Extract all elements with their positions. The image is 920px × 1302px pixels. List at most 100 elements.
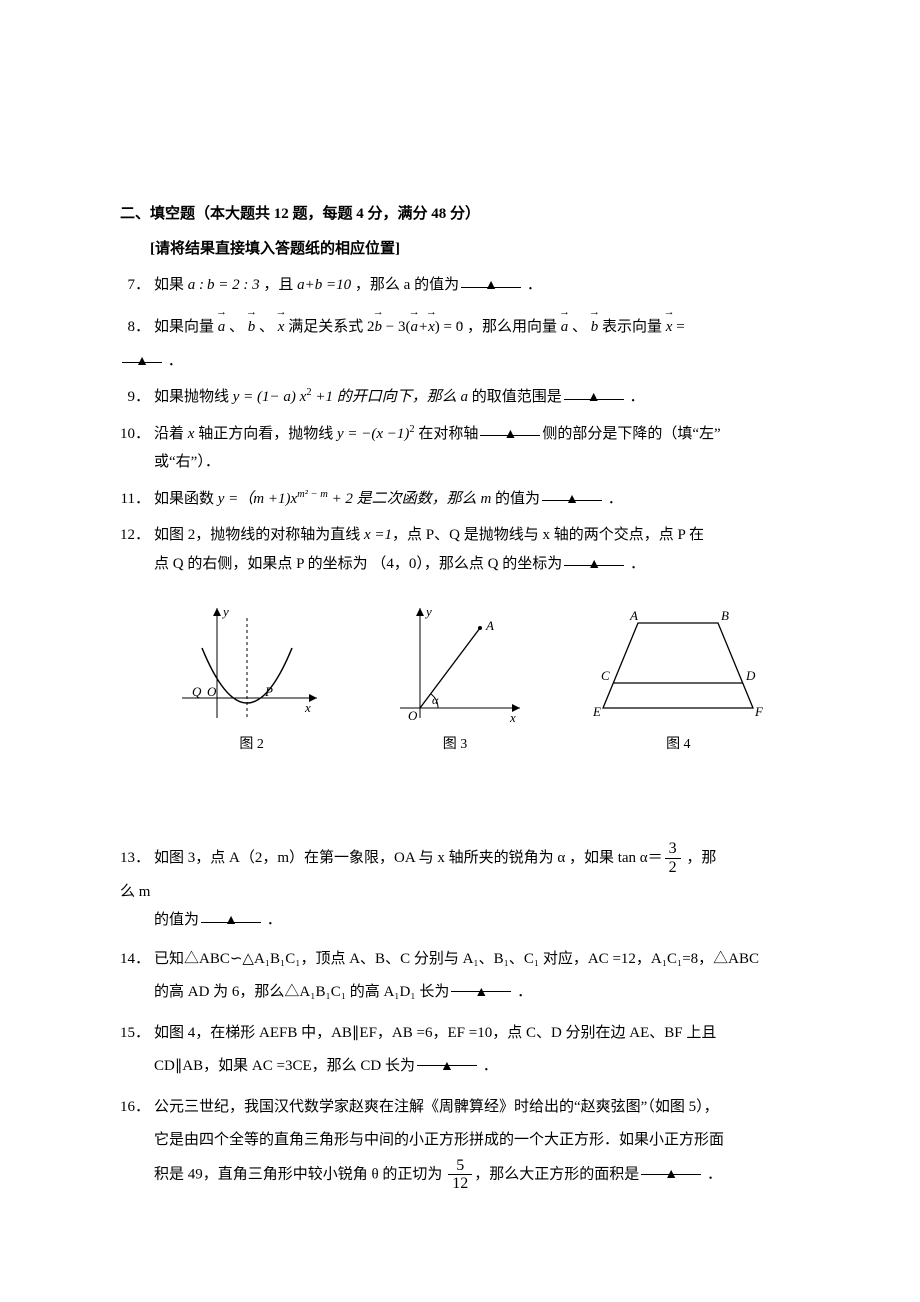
p9-post1: +1 的开口向下，那么 (312, 389, 461, 405)
f4-E: E (592, 704, 601, 719)
frac512-num: 5 (448, 1157, 472, 1176)
f4-B: B (721, 608, 729, 623)
p9-var: a (460, 389, 468, 405)
p11-eq: y =（m +1)x (218, 491, 297, 507)
p16-l3b: ，那么大正方形的面积是 (474, 1166, 639, 1182)
frac32-den: 2 (665, 859, 681, 877)
vec-b2: b (374, 308, 382, 347)
pnum-14: 14． (120, 943, 154, 976)
p8-pre: 如果向量 (154, 319, 218, 335)
problem-9: 9． 如果抛物线 y = (1− a) x2 +1 的开口向下，那么 a 的取值… (120, 383, 800, 412)
p8-m1: 、 (225, 319, 248, 335)
blank-16 (641, 1158, 701, 1175)
p11-var: m (480, 491, 491, 507)
figure-4: A B C D E F 图 4 (583, 598, 773, 759)
p16-l3a: 积是 49，直角三角形中较小锐角 θ 的正切为 (154, 1166, 446, 1182)
pnum-15: 15． (120, 1017, 154, 1050)
pnum-16: 16． (120, 1091, 154, 1124)
f4-D: D (745, 668, 756, 683)
p12-l2: 点 Q 的右侧，如果点 P 的坐标为 （4，0），那么点 Q 的坐标为 (154, 556, 562, 572)
fig4-svg: A B C D E F (583, 598, 773, 728)
f3-x: x (509, 710, 516, 725)
p13-ans: 的值为 ． (154, 906, 800, 935)
p9-pre: 如果抛物线 (154, 389, 233, 405)
problem-8: 8． 如果向量 a 、 b 、 x 满足关系式 2b − 3(a+x) = 0 … (120, 308, 800, 347)
p9-post2: 的取值范围是 (468, 389, 562, 405)
problem-10: 10． 沿着 x 轴正方向看，抛物线 y = −(x −1)2 在对称轴侧的部分… (120, 420, 800, 477)
problem-11: 11． 如果函数 y =（m +1)xm² − m + 2 是二次函数，那么 m… (120, 485, 800, 514)
pnum-9: 9． (120, 383, 154, 412)
p10-sup: 2 (409, 424, 414, 435)
vec-a: a (218, 308, 226, 347)
p12-l1a: 如图 2，抛物线的对称轴为直线 (154, 527, 364, 543)
problem-7: 7． 如果 a : b = 2 : 3 ，且 a+b =10 ，那么 a 的值为… (120, 271, 800, 300)
figure-2: y Q O P x 图 2 (177, 598, 327, 759)
p12-eq: x =1 (364, 527, 392, 543)
p13-cont: 么 m (120, 878, 800, 907)
f4-C: C (601, 668, 610, 683)
f2-x: x (304, 700, 311, 715)
p8-t3: 、 (568, 319, 591, 335)
p8-eqr: ) = (435, 319, 456, 335)
p10-eq: y = −(x −1) (337, 426, 409, 442)
f2-Q: Q (192, 684, 202, 699)
p8-t2: ，那么用向量 (463, 319, 561, 335)
blank-8-line: ． (120, 347, 800, 376)
vec-b3: b (591, 308, 599, 347)
figcap-2: 图 2 (177, 732, 327, 759)
p16-l2: 它是由四个全等的直角三角形与中间的小正方形拼成的一个大正方形．如果小正方形面 (154, 1132, 724, 1148)
fig3-svg: y A α O x (380, 598, 530, 728)
p15-l2: CD∥AB，如果 AC =3CE，那么 CD 长为 (154, 1058, 415, 1074)
blank-13 (201, 906, 261, 923)
p7-post: ，那么 a 的值为 (351, 277, 459, 293)
p15-l1: 如图 4，在梯形 AEFB 中，AB∥EF，AB =6，EF =10，点 C、D… (154, 1025, 716, 1041)
p13-t4: 的值为 (154, 912, 199, 928)
p7-eq1: a : b = 2 : 3 (188, 277, 260, 293)
frac32-num: 3 (665, 840, 681, 859)
blank-9 (564, 383, 624, 400)
f3-A: A (485, 618, 494, 633)
blank-10 (480, 420, 540, 437)
problem-13: 13． 如图 3，点 A（2，m）在第一象限，OA 与 x 轴所夹的锐角为 α … (120, 839, 800, 878)
blank-7 (461, 271, 521, 288)
p7-mid: ，且 (260, 277, 298, 293)
problem-12: 12． 如图 2，抛物线的对称轴为直线 x =1，点 P、Q 是抛物线与 x 轴… (120, 521, 800, 578)
f4-A: A (629, 608, 638, 623)
problem-14: 14． 已知△ABC∽△A₁B₁C₁，顶点 A、B、C 分别与 A₁、B₁、C₁… (120, 943, 800, 1009)
p10-pre: 沿着 (154, 426, 188, 442)
pnum-8: 8． (120, 308, 154, 347)
pnum-13: 13． (120, 839, 154, 878)
p7-pre: 如果 (154, 277, 188, 293)
blank-15 (417, 1050, 477, 1067)
vec-x2: x (428, 308, 435, 347)
problem-16: 16． 公元三世纪，我国汉代数学家赵爽在注解《周髀算经》时给出的“赵爽弦图”（如… (120, 1091, 800, 1193)
vec-b: b (248, 308, 256, 347)
frac512-den: 12 (448, 1175, 472, 1193)
p13-t1: 如图 3，点 A（2，m）在第一象限，OA 与 x 轴所夹的锐角为 α ，如果 … (154, 850, 663, 866)
p16-l1: 公元三世纪，我国汉代数学家赵爽在注解《周髀算经》时给出的“赵爽弦图”（如图 5）… (154, 1099, 719, 1115)
frac-5-12: 512 (448, 1157, 472, 1193)
p11-t2: 的值为 (491, 491, 540, 507)
pnum-7: 7． (120, 271, 154, 300)
p11-pre: 如果函数 (154, 491, 218, 507)
blank-11 (542, 485, 602, 502)
pnum-12: 12． (120, 521, 154, 550)
figure-3: y A α O x 图 3 (380, 598, 530, 759)
vec-a3: a (561, 308, 569, 347)
p9-eq: y = (1− a) x (233, 389, 307, 405)
p13-t3: 么 m (120, 884, 150, 900)
f3-y: y (424, 604, 432, 619)
p14-l2: 的高 AD 为 6，那么△A₁B₁C₁ 的高 A₁D₁ 长为 (154, 984, 449, 1000)
vec-x3: x (666, 308, 673, 347)
p8-t1: 满足关系式 (284, 319, 367, 335)
figcap-4: 图 4 (583, 732, 773, 759)
p10-t4: 或“右”）． (154, 454, 220, 470)
section-title: 二、填空题（本大题共 12 题，每题 4 分，满分 48 分） (120, 200, 800, 229)
section-note: [请将结果直接填入答题纸的相应位置] (120, 235, 800, 264)
f2-P: P (264, 684, 273, 699)
f2-O: O (207, 684, 217, 699)
vec-x: x (278, 308, 285, 347)
p13-t2: ，那 (683, 850, 717, 866)
f4-F: F (754, 704, 764, 719)
p11-exp: m² − m (297, 489, 328, 500)
